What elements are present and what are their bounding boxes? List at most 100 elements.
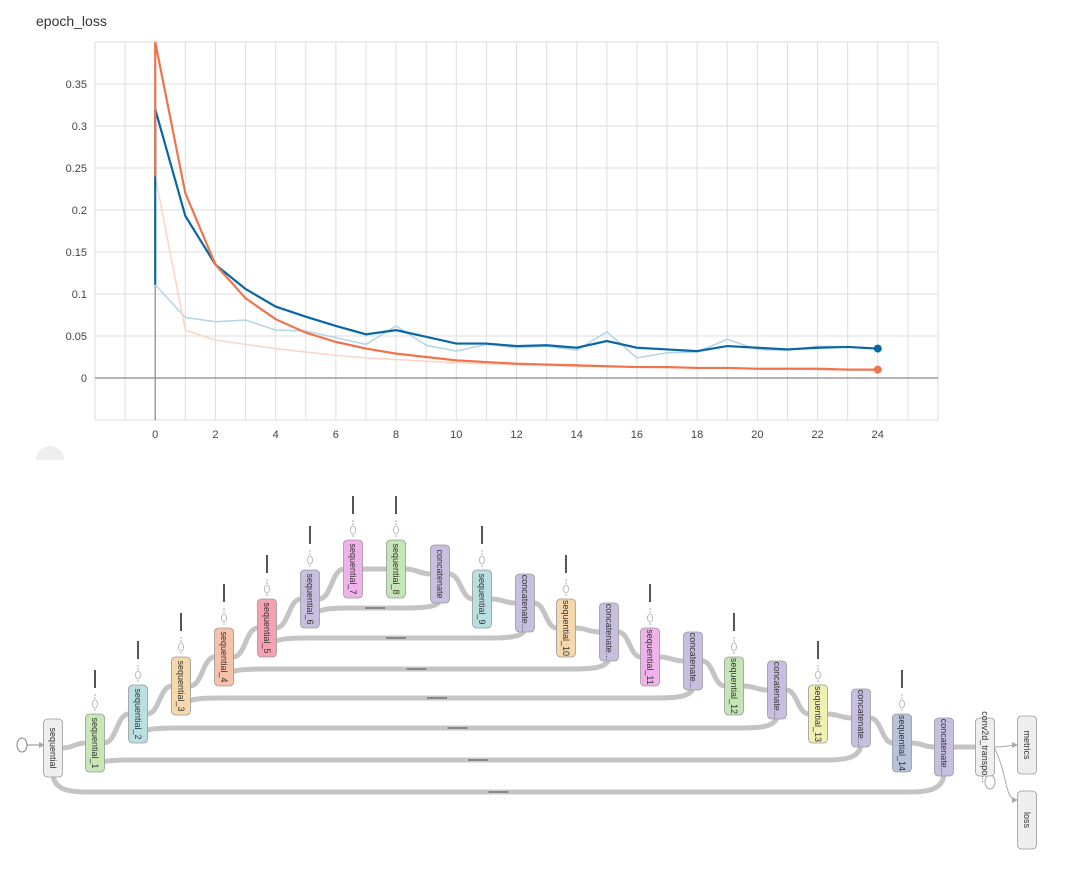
x-tick-label: 0 [152,429,158,441]
series-1-end-point[interactable] [873,365,882,374]
graph-node-sequential[interactable]: sequential [43,718,63,778]
edge-shape-label [468,759,488,761]
svg-text:concatenate...: concatenate... [772,662,782,719]
graph-node-concatenate-3[interactable]: concatenate... [599,602,619,662]
model-graph[interactable]: sequential sequential_1sequential_2sequen… [0,460,1066,872]
x-tick-label: 18 [691,429,703,441]
param-label [481,526,483,544]
param-node [815,670,821,680]
chart-spinner-ghost [36,446,64,460]
graph-node-conv2d-transpose[interactable]: conv2d_transpo... [975,711,995,783]
x-tick-label: 8 [393,429,399,441]
edge-shape-label [386,637,406,639]
svg-text:sequential_6: sequential_6 [305,573,315,624]
param-node [264,584,270,594]
graph-node-sequential-11[interactable]: sequential_11 [640,627,660,687]
chart-tick-labels: 0 2 4 6 8 10 12 14 16 18 20 22 2400.050.10.150.20.25… [66,79,884,441]
edge-shape-label [488,791,509,793]
edge-shape-label [365,607,385,609]
graph-node-sequential-14[interactable]: sequential_14 [892,713,912,773]
svg-text:sequential_5: sequential_5 [262,602,272,653]
edge-shape-label [406,668,427,670]
graph-nodes[interactable]: sequential sequential_1sequential_2sequen… [43,539,1037,850]
graph-edge [993,742,1018,749]
x-tick-label: 14 [571,429,583,441]
graph-node-sequential-4[interactable]: sequential_4 [214,627,234,687]
x-tick-label: 22 [811,429,823,441]
graph-node-sequential-6[interactable]: sequential_6 [300,569,320,629]
svg-text:concatenate...: concatenate... [688,633,698,690]
param-label [901,670,903,688]
graph-edge [867,715,896,746]
edge-shape-label [447,727,468,729]
graph-node-sequential-13[interactable]: sequential_13 [808,684,828,744]
param-node [92,699,98,709]
svg-text:sequential_14: sequential_14 [897,715,907,771]
epoch-loss-chart: 0 2 4 6 8 10 12 14 16 18 20 22 2400.050.10.150.20.25… [36,41,939,460]
graph-skip-edge [264,625,528,656]
series-0-smoothed-line [154,108,878,353]
y-tick-label: 0.25 [66,163,87,175]
graph-edge [59,740,89,751]
graph-node-concatenate-6[interactable]: concatenate... [851,688,871,748]
param-label [565,555,567,573]
graph-edges [16,496,1018,803]
svg-text:concatenate...: concatenate... [520,575,530,632]
svg-text:sequential_4: sequential_4 [219,631,229,682]
svg-text:sequential_9: sequential_9 [477,573,487,624]
graph-node-sequential-9[interactable]: sequential_9 [472,569,492,629]
graph-node-sequential-12[interactable]: sequential_12 [724,656,744,716]
graph-edge [187,654,218,689]
x-tick-label: 20 [751,429,763,441]
svg-text:sequential: sequential [48,727,58,768]
param-label [395,496,397,514]
graph-node-concatenate-2[interactable]: concatenate... [515,573,535,633]
graph-node-sequential-8[interactable]: sequential_8 [386,539,406,599]
graph-node-sequential-5[interactable]: sequential_5 [257,598,277,658]
series-0-end-point[interactable] [873,344,882,353]
graph-edge [101,711,132,746]
x-tick-label: 2 [212,429,218,441]
param-label [817,641,819,659]
graph-node-sequential-2[interactable]: sequential_2 [128,684,148,744]
graph-edge [656,654,687,664]
param-label [309,526,311,544]
input-node[interactable] [16,737,28,753]
x-tick-label: 12 [510,429,522,441]
graph-node-loss[interactable]: loss [1017,790,1037,850]
graph-node-concatenate-7[interactable]: concatenate... [934,717,954,777]
graph-node-metrics[interactable]: metrics [1017,715,1037,775]
graph-node-concatenate-1[interactable]: concatenate [430,544,450,604]
y-tick-label: 0.2 [72,205,87,217]
graph-edge [783,687,812,717]
svg-text:sequential_7: sequential_7 [348,543,358,594]
graph-edge [740,683,771,693]
param-node [647,613,653,623]
graph-edge [144,683,175,717]
y-tick-label: 0.35 [66,79,87,91]
graph-node-sequential-10[interactable]: sequential_10 [556,598,576,658]
graph-node-concatenate-4[interactable]: concatenate... [683,631,703,691]
graph-edge [824,711,855,721]
graph-edge [531,600,560,631]
svg-text:concatenate: concatenate [435,549,445,598]
edge-shape-label [427,697,447,699]
graph-node-concatenate-5[interactable]: concatenate... [767,660,787,720]
graph-edge [615,629,644,660]
param-label [352,496,354,514]
x-tick-label: 10 [450,429,462,441]
x-tick-label: 24 [872,429,884,441]
y-tick-label: 0 [81,373,87,385]
chart-series [154,41,882,374]
param-node [393,525,399,535]
param-node [135,670,141,680]
series-0-raw-line [154,284,878,359]
graph-node-sequential-3[interactable]: sequential_3 [171,656,191,716]
param-node [731,642,737,652]
x-tick-label: 16 [631,429,643,441]
graph-skip-edge [307,596,443,627]
graph-node-sequential-7[interactable]: sequential_7 [343,539,363,599]
y-tick-label: 0.3 [72,121,87,133]
graph-node-sequential-1[interactable]: sequential_1 [85,713,105,773]
chart-title: epoch_loss [36,13,107,29]
